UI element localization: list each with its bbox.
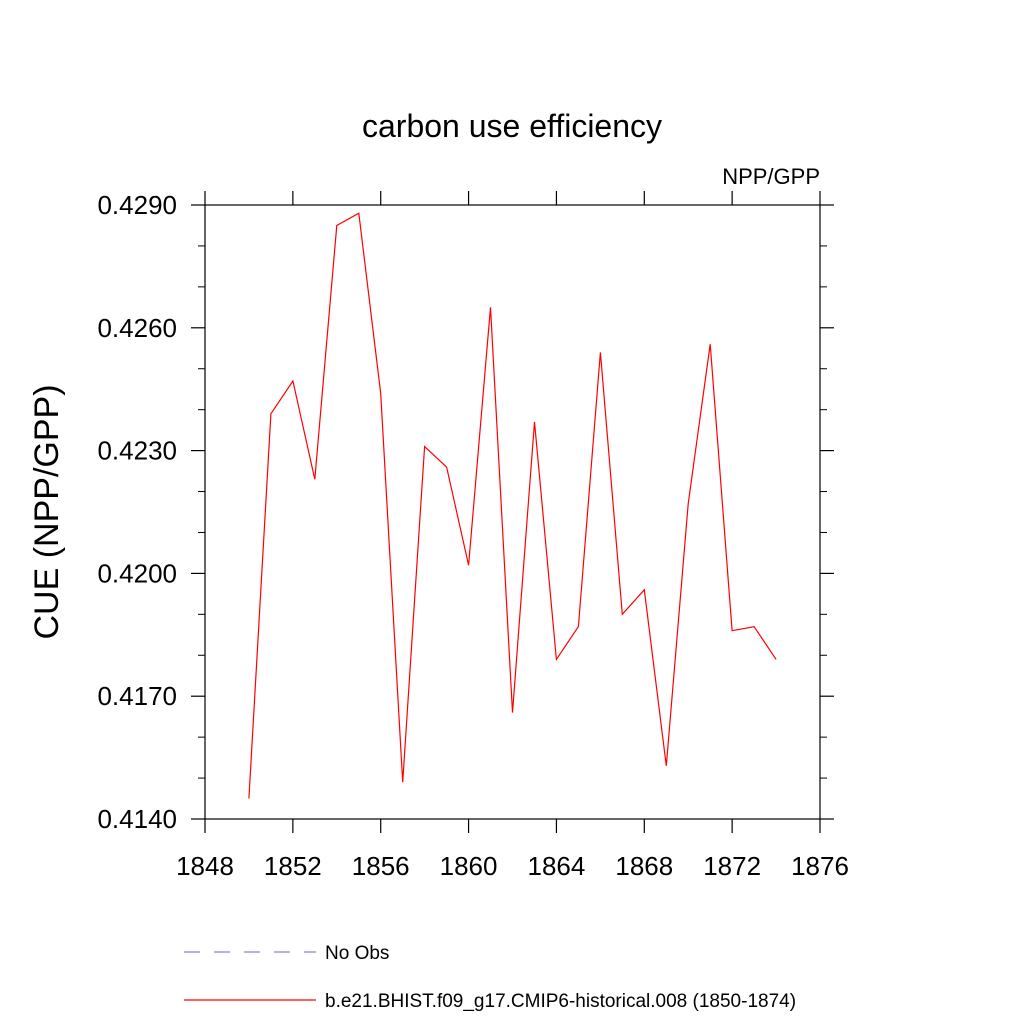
- y-tick-label: 0.4290: [97, 190, 177, 220]
- plot-frame: [204, 204, 821, 820]
- x-tick-label: 1860: [440, 851, 498, 881]
- legend-label: No Obs: [325, 943, 389, 964]
- x-tick-label: 1872: [703, 851, 761, 881]
- x-tick-label: 1852: [264, 851, 322, 881]
- y-tick-labels: 0.4140 0.4170 0.4200 0.4230 0.4260 0.4290: [97, 190, 177, 834]
- series-line: [248, 212, 777, 799]
- y-tick-label: 0.4230: [97, 436, 177, 466]
- x-tick-label: 1864: [528, 851, 586, 881]
- axis-ticks: [191, 191, 834, 833]
- x-tick-label: 1876: [791, 851, 849, 881]
- x-tick-labels: 1848 1852 1856 1860 1864 1868 1872 1876: [176, 851, 849, 881]
- x-tick-label: 1848: [176, 851, 234, 881]
- chart-subtitle: NPP/GPP: [722, 164, 820, 189]
- legend: No Obs b.e21.BHIST.f09_g17.CMIP6-historic…: [184, 943, 796, 1012]
- x-tick-label: 1856: [352, 851, 410, 881]
- y-tick-label: 0.4140: [97, 804, 177, 834]
- y-tick-label: 0.4200: [97, 558, 177, 588]
- chart-title: carbon use efficiency: [362, 108, 662, 144]
- legend-label: b.e21.BHIST.f09_g17.CMIP6-historical.008…: [325, 991, 796, 1012]
- y-axis-label: CUE (NPP/GPP): [28, 384, 66, 639]
- x-tick-label: 1868: [615, 851, 673, 881]
- series-group: [248, 212, 777, 799]
- y-tick-label: 0.4170: [97, 681, 177, 711]
- y-tick-label: 0.4260: [97, 313, 177, 343]
